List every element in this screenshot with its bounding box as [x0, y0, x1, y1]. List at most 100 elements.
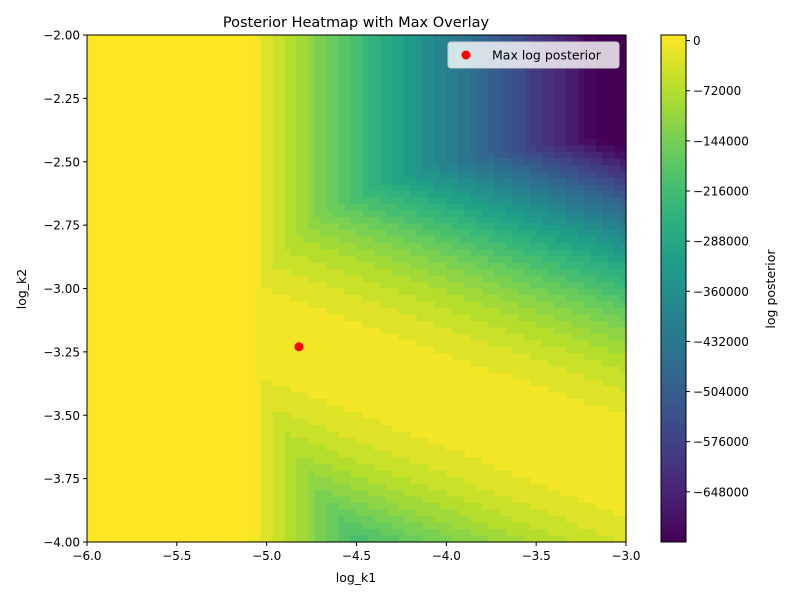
heatmap-cell — [332, 100, 340, 108]
heatmap-cell — [224, 184, 232, 192]
heatmap-cell — [374, 301, 382, 309]
heatmap-cell — [470, 139, 477, 147]
heatmap-cell — [236, 288, 244, 296]
heatmap-cell — [182, 54, 190, 62]
heatmap-cell — [290, 74, 298, 82]
heatmap-cell — [104, 249, 112, 257]
heatmap-cell — [488, 262, 495, 270]
heatmap-cell — [458, 314, 465, 322]
heatmap-cell — [308, 301, 316, 309]
heatmap-cell — [116, 210, 124, 218]
heatmap-cell — [152, 100, 160, 108]
heatmap-cell — [488, 334, 495, 342]
heatmap-cell — [104, 301, 112, 309]
heatmap-cell — [254, 191, 262, 199]
heatmap-cell — [326, 223, 334, 231]
heatmap-cell — [404, 54, 411, 62]
heatmap-cell — [344, 204, 352, 212]
heatmap-cell — [296, 54, 304, 62]
heatmap-cell — [542, 243, 549, 251]
heatmap-cell — [392, 119, 400, 127]
heatmap-cell — [482, 256, 489, 264]
heatmap-cell — [440, 314, 447, 322]
heatmap-cell — [212, 223, 220, 231]
heatmap-cell — [296, 152, 304, 160]
heatmap-cell — [620, 132, 627, 140]
heatmap-cell — [548, 334, 555, 342]
heatmap-cell — [338, 340, 346, 348]
heatmap-cell — [452, 119, 459, 127]
heatmap-cell — [572, 80, 579, 88]
heatmap-cell — [110, 87, 118, 95]
heatmap-cell — [200, 132, 208, 140]
heatmap-cell — [362, 48, 370, 56]
heatmap-cell — [290, 379, 298, 387]
heatmap-cell — [446, 314, 453, 322]
heatmap-cell — [488, 93, 495, 101]
heatmap-cell — [98, 353, 106, 361]
heatmap-cell — [152, 74, 160, 82]
heatmap-cell — [140, 282, 148, 290]
heatmap-cell — [164, 67, 172, 75]
heatmap-cell — [488, 113, 495, 121]
heatmap-cell — [260, 379, 268, 387]
heatmap-cell — [296, 275, 304, 283]
heatmap-cell — [206, 392, 214, 400]
heatmap-cell — [422, 80, 429, 88]
heatmap-cell — [116, 256, 124, 264]
heatmap-cell — [242, 152, 250, 160]
heatmap-cell — [236, 80, 244, 88]
heatmap-cell — [602, 158, 609, 166]
heatmap-cell — [176, 288, 184, 296]
heatmap-cell — [302, 243, 310, 251]
heatmap-cell — [404, 178, 411, 186]
heatmap-cell — [116, 282, 124, 290]
heatmap-cell — [140, 269, 148, 277]
heatmap-cell — [272, 275, 280, 283]
heatmap-cell — [176, 386, 184, 394]
heatmap-cell — [284, 48, 292, 56]
heatmap-cell — [260, 360, 268, 368]
heatmap-cell — [584, 184, 591, 192]
heatmap-cell — [422, 314, 429, 322]
heatmap-cell — [308, 288, 316, 296]
heatmap-cell — [542, 366, 549, 374]
heatmap-cell — [530, 204, 537, 212]
heatmap-cell — [488, 295, 495, 303]
heatmap-cell — [152, 249, 160, 257]
heatmap-cell — [176, 80, 184, 88]
heatmap-cell — [350, 113, 358, 121]
heatmap-cell — [260, 295, 268, 303]
heatmap-cell — [128, 100, 136, 108]
heatmap-cell — [410, 191, 417, 199]
heatmap-cell — [554, 353, 561, 361]
heatmap-cell — [572, 223, 579, 231]
heatmap-cell — [248, 230, 256, 238]
heatmap-cell — [266, 282, 274, 290]
heatmap-cell — [422, 249, 429, 257]
heatmap-cell — [158, 236, 166, 244]
heatmap-cell — [476, 230, 483, 238]
heatmap-cell — [338, 184, 346, 192]
heatmap-cell — [260, 184, 268, 192]
heatmap-cell — [152, 308, 160, 316]
heatmap-cell — [182, 132, 190, 140]
heatmap-cell — [344, 132, 352, 140]
heatmap-cell — [392, 301, 400, 309]
heatmap-cell — [524, 158, 531, 166]
heatmap-cell — [212, 243, 220, 251]
heatmap-cell — [134, 223, 142, 231]
heatmap-cell — [470, 275, 477, 283]
heatmap-cell — [230, 93, 238, 101]
heatmap-cell — [212, 61, 220, 69]
heatmap-cell — [398, 171, 406, 179]
heatmap-cell — [368, 308, 376, 316]
heatmap-cell — [254, 269, 262, 277]
heatmap-cell — [518, 106, 525, 114]
heatmap-cell — [386, 54, 394, 62]
heatmap-cell — [506, 184, 513, 192]
heatmap-cell — [98, 93, 106, 101]
heatmap-cell — [524, 256, 531, 264]
heatmap-cell — [500, 282, 507, 290]
heatmap-cell — [470, 308, 477, 316]
